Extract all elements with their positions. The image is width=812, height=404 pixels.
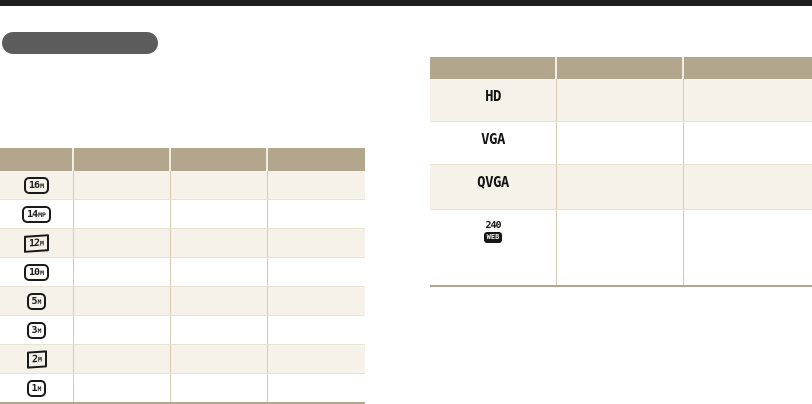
table-cell (171, 229, 268, 257)
table-cell: 12 M (0, 229, 74, 257)
table-cell (171, 258, 268, 286)
table-cell (268, 229, 365, 257)
header-cell (171, 148, 268, 171)
table-header-row (0, 148, 365, 171)
table-cell (74, 316, 171, 344)
table-row: 10 M (0, 258, 365, 287)
video-size-vga-label: VGA (481, 131, 505, 149)
table-row: 240 WEB (430, 210, 812, 285)
table-cell: HD (430, 79, 557, 121)
header-cell (684, 57, 812, 79)
table-cell: QVGA (430, 165, 557, 209)
table-cell: VGA (430, 122, 557, 164)
video-size-qvga-label: QVGA (477, 174, 509, 192)
table-cell (74, 287, 171, 315)
table-cell (74, 345, 171, 373)
table-cell (171, 374, 268, 402)
table-cell (171, 316, 268, 344)
table-row: HD (430, 79, 812, 122)
video-size-hd-label: HD (485, 88, 501, 106)
table-cell (171, 200, 268, 228)
table-cell (171, 287, 268, 315)
table-cell (684, 165, 812, 209)
table-cell (684, 79, 812, 121)
table-cell (74, 229, 171, 257)
table-cell (268, 374, 365, 402)
table-cell (268, 171, 365, 199)
table-cell (268, 345, 365, 373)
table-cell (171, 345, 268, 373)
photo-size-14mp-icon: 14 MP (22, 205, 51, 223)
table-cell (268, 200, 365, 228)
table-cell (74, 200, 171, 228)
table-row: 16 M (0, 171, 365, 200)
video-size-table: HD VGA QVGA 240 WEB (430, 57, 812, 287)
table-cell (684, 210, 812, 285)
table-cell (684, 122, 812, 164)
photo-size-10m-icon: 10 M (24, 263, 49, 281)
table-cell (557, 122, 684, 164)
table-row: QVGA (430, 165, 812, 210)
table-cell (557, 210, 684, 285)
table-header-row (430, 57, 812, 79)
video-size-240-label: 240 (485, 220, 501, 231)
table-cell (557, 79, 684, 121)
photo-size-12m-wide-icon: 12 M (24, 233, 49, 253)
table-cell: 14 MP (0, 200, 74, 228)
table-cell: 16 M (0, 171, 74, 199)
table-cell (268, 287, 365, 315)
table-row: 12 M (0, 229, 365, 258)
header-cell (557, 57, 684, 79)
table-cell (74, 171, 171, 199)
header-cell (430, 57, 557, 79)
header-cell (74, 148, 171, 171)
table-row: VGA (430, 122, 812, 165)
table-cell (557, 165, 684, 209)
redacted-section-title-pill (2, 32, 158, 54)
table-cell: 10 M (0, 258, 74, 286)
table-row: 14 MP (0, 200, 365, 229)
table-cell (268, 258, 365, 286)
table-cell (74, 374, 171, 402)
header-cell (268, 148, 365, 171)
table-cell (268, 316, 365, 344)
top-rule (0, 0, 812, 6)
web-badge-icon: WEB (483, 232, 503, 243)
photo-size-16m-icon: 16 M (24, 176, 49, 194)
table-cell: 240 WEB (430, 210, 557, 285)
table-cell (171, 171, 268, 199)
header-cell (0, 148, 74, 171)
table-cell (74, 258, 171, 286)
